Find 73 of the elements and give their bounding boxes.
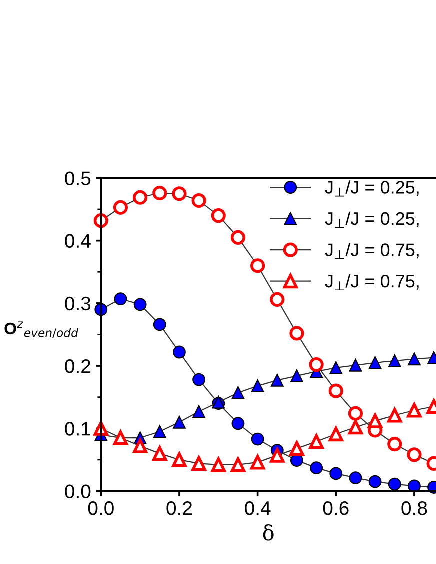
point (172, 186, 187, 202)
y-axis-title: O$^{z}$$_{even/odd}$ (4, 322, 78, 338)
y-tick-label: 0.2 (65, 360, 90, 374)
point (230, 230, 246, 245)
point (113, 200, 128, 215)
point (408, 480, 421, 493)
point (348, 406, 364, 421)
y-tick-label: 0.1 (65, 422, 90, 436)
point (211, 458, 226, 472)
point (368, 414, 383, 428)
point (192, 405, 206, 418)
point (230, 458, 246, 472)
point (152, 186, 168, 201)
point (192, 373, 206, 386)
point (172, 452, 187, 468)
y-tick-label: 0.3 (65, 296, 91, 311)
legend-label: J$_{⊥}$/J = 0.25, (325, 212, 419, 228)
y-tick-label: 0.4 (65, 234, 91, 248)
x-tick-label: 0.2 (166, 501, 192, 516)
point (310, 462, 324, 475)
point (232, 386, 245, 400)
point (270, 374, 284, 387)
point (290, 441, 304, 456)
point (251, 380, 264, 393)
point (173, 346, 186, 359)
legend-label: J$_{⊥}$/J = 0.75, (325, 243, 419, 260)
point (388, 437, 402, 452)
point (407, 403, 422, 418)
point (388, 408, 402, 423)
point (290, 326, 304, 341)
point (328, 426, 344, 442)
point (290, 454, 304, 468)
point (152, 446, 168, 461)
point (348, 420, 364, 435)
point (368, 356, 382, 370)
point (192, 193, 206, 208)
point (173, 416, 186, 429)
legend-label: J$_{⊥}$/J = 0.75, (325, 274, 419, 291)
x-tick-label: 0.8 (402, 501, 428, 516)
point (134, 298, 147, 312)
point (270, 448, 285, 463)
point (153, 318, 166, 332)
point (192, 456, 206, 471)
point (211, 208, 226, 224)
point (328, 384, 344, 398)
point (250, 455, 266, 470)
point (270, 292, 285, 307)
point (349, 472, 362, 485)
point (388, 354, 402, 368)
point (133, 438, 148, 454)
point (153, 425, 166, 438)
point (330, 467, 343, 480)
point (349, 358, 362, 372)
point (133, 190, 148, 205)
point (251, 432, 264, 446)
point (309, 434, 324, 450)
point (250, 258, 266, 274)
y-tick-label: 0.5 (65, 172, 91, 186)
x-tick-label: 0.4 (245, 501, 271, 516)
point (408, 352, 421, 366)
point (114, 292, 128, 306)
point (330, 361, 343, 374)
point (309, 357, 324, 372)
point (232, 417, 245, 430)
point (368, 475, 382, 488)
x-tick-label: 0.6 (323, 501, 349, 516)
point (388, 478, 402, 491)
x-tick-label: 0.0 (88, 501, 114, 516)
legend-label: J$_{⊥}$/J = 0.25, (325, 180, 419, 197)
x-axis-title: δ (263, 524, 274, 541)
y-tick-label: 0.0 (65, 484, 91, 498)
point (407, 448, 422, 462)
point (290, 370, 304, 383)
